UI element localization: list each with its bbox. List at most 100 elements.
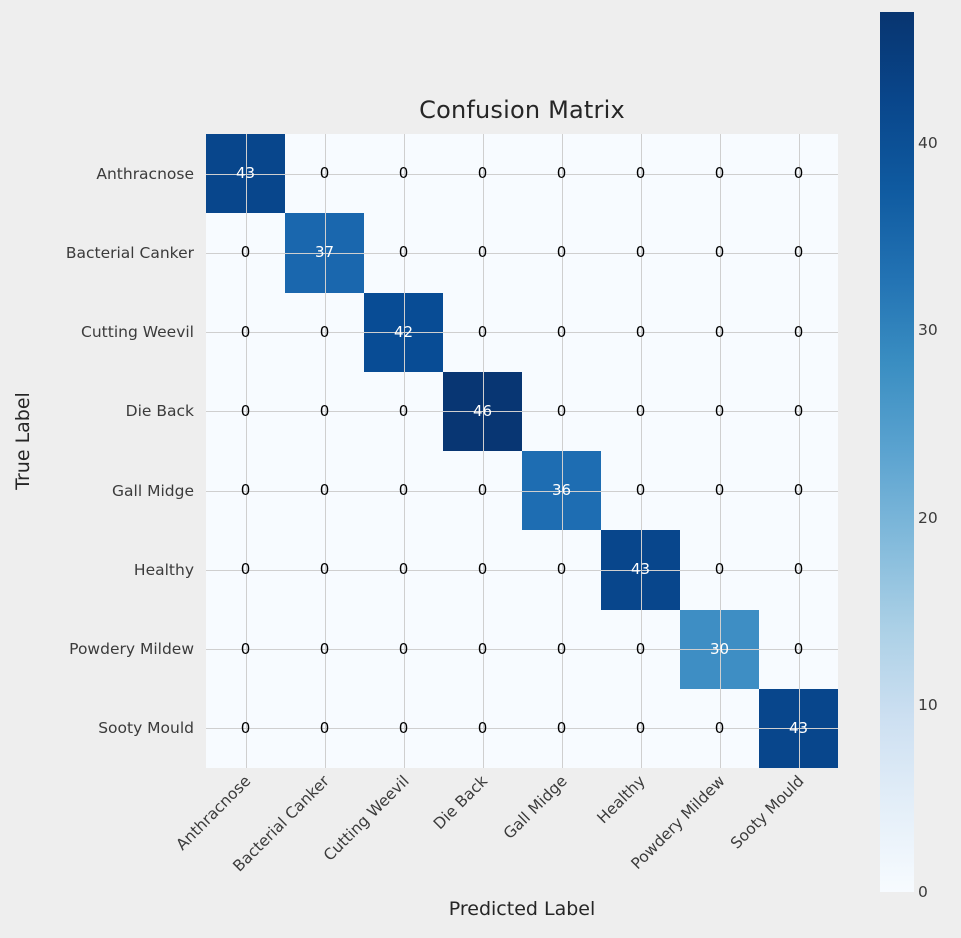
y-tick-label: Healthy	[133, 560, 194, 579]
colorbar-gradient	[880, 12, 914, 892]
y-tick-label: Cutting Weevil	[81, 323, 194, 342]
cell-value: 43	[235, 164, 256, 183]
x-axis-tick-labels: Anthracnose Bacterial Canker Cutting Weevi…	[172, 768, 838, 888]
cell-value: 0	[556, 164, 567, 183]
cell-value: 0	[319, 164, 330, 183]
cell-value: 0	[398, 481, 409, 500]
cell-value: 0	[240, 401, 251, 420]
cell-value: 0	[793, 481, 804, 500]
cell-value: 0	[319, 401, 330, 420]
cell-value: 36	[551, 481, 572, 500]
grid-line-horizontal	[206, 728, 838, 730]
colorbar-tick-label: 0	[918, 883, 928, 901]
cell-value: 0	[635, 243, 646, 262]
x-tick-label: Die Back	[430, 772, 492, 834]
cell-value: 43	[630, 560, 651, 579]
cell-value: 0	[793, 243, 804, 262]
cell-value: 0	[398, 243, 409, 262]
heatmap-plot-area: 43 0 0 0 0 0 0 0 0 37 0 0 0 0 0 0 0 0 42 0 0 0 0 0 0 0 0 46 0 0 0 0 0 0 0 0…	[206, 134, 838, 768]
cell-value: 0	[240, 639, 251, 658]
cell-value: 0	[477, 481, 488, 500]
y-tick-label: Anthracnose	[96, 164, 194, 183]
cell-value: 0	[240, 718, 251, 737]
grid-line-vertical	[482, 134, 484, 768]
heatmap-annotations: 43 0 0 0 0 0 0 0 0 37 0 0 0 0 0 0 0 0 42 0 0 0 0 0 0 0 0 46 0 0 0 0 0 0 0 0…	[206, 134, 838, 768]
grid-line-horizontal	[206, 252, 838, 254]
grid-line-horizontal	[206, 490, 838, 492]
y-tick-label: Gall Midge	[112, 481, 194, 500]
cell-value: 0	[240, 481, 251, 500]
y-tick-label: Bacterial Canker	[65, 243, 194, 262]
cell-value: 0	[714, 322, 725, 341]
colorbar	[880, 12, 914, 892]
grid-line-horizontal	[206, 332, 838, 334]
page-title: Confusion Matrix	[419, 96, 625, 124]
cell-value: 0	[714, 164, 725, 183]
cell-value: 0	[793, 164, 804, 183]
cell-value: 0	[556, 401, 567, 420]
cell-value: 43	[788, 718, 809, 737]
cell-value: 0	[635, 164, 646, 183]
cell-value: 0	[556, 718, 567, 737]
cell-value: 0	[319, 560, 330, 579]
cell-value: 0	[793, 560, 804, 579]
y-axis-title: True Label	[12, 392, 34, 490]
cell-value: 0	[477, 322, 488, 341]
grid-line-vertical	[324, 134, 326, 768]
grid-line-horizontal	[206, 569, 838, 571]
cell-value: 0	[240, 322, 251, 341]
cell-value: 42	[393, 322, 414, 341]
x-axis-title: Predicted Label	[448, 898, 596, 920]
cell-value: 0	[398, 718, 409, 737]
cell-value: 0	[319, 639, 330, 658]
cell-value: 0	[398, 401, 409, 420]
grid-line-vertical	[561, 134, 563, 768]
colorbar-tick-label: 10	[918, 695, 938, 714]
cell-value: 0	[635, 401, 646, 420]
x-tick-label: Sooty Mould	[726, 772, 808, 853]
cell-value: 0	[714, 401, 725, 420]
cell-value: 0	[556, 639, 567, 658]
cell-value: 0	[556, 560, 567, 579]
colorbar-tick-label: 40	[918, 134, 938, 153]
cell-value: 0	[477, 639, 488, 658]
x-tick-label: Gall Midge	[499, 772, 571, 843]
cell-value: 0	[635, 639, 646, 658]
y-tick-label: Powdery Mildew	[69, 640, 194, 659]
cell-value: 30	[709, 639, 730, 658]
cell-value: 0	[398, 164, 409, 183]
grid-line-horizontal	[206, 411, 838, 413]
cell-value: 0	[556, 322, 567, 341]
colorbar-tick-labels: 40 30 20 10 0	[918, 12, 958, 901]
cell-value: 0	[714, 718, 725, 737]
cell-value: 0	[635, 481, 646, 500]
cell-value: 0	[240, 243, 251, 262]
grid-line-horizontal	[206, 173, 838, 175]
cell-value: 0	[714, 481, 725, 500]
grid-line-vertical	[798, 134, 800, 768]
y-tick-label: Die Back	[125, 402, 194, 421]
cell-value: 37	[314, 243, 335, 262]
grid-lines	[206, 134, 838, 768]
grid-line-vertical	[403, 134, 405, 768]
cell-value: 46	[472, 401, 493, 420]
cell-value: 0	[319, 718, 330, 737]
cell-value: 0	[635, 718, 646, 737]
grid-line-horizontal	[206, 649, 838, 651]
cell-value: 0	[477, 243, 488, 262]
cell-value: 0	[793, 401, 804, 420]
cell-value: 0	[240, 560, 251, 579]
cell-value: 0	[477, 560, 488, 579]
grid-line-vertical	[719, 134, 721, 768]
colorbar-tick-label: 20	[918, 508, 938, 527]
cell-value: 0	[714, 560, 725, 579]
cell-value: 0	[714, 243, 725, 262]
cell-value: 0	[319, 322, 330, 341]
y-axis-tick-labels: Anthracnose Bacterial Canker Cutting Weevi…	[0, 134, 194, 768]
cell-value: 0	[635, 322, 646, 341]
cell-value: 0	[319, 481, 330, 500]
cell-value: 0	[477, 164, 488, 183]
x-tick-label: Anthracnose	[172, 772, 255, 854]
grid-line-vertical	[640, 134, 642, 768]
